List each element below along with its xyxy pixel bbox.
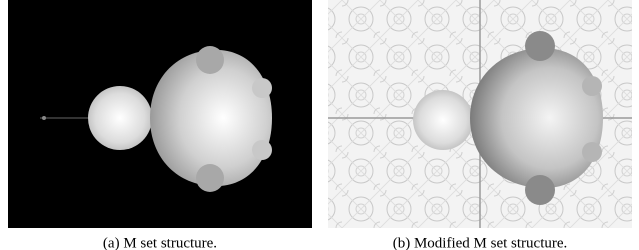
top-bud xyxy=(525,31,555,61)
mini-bulb xyxy=(42,116,46,120)
panel-a xyxy=(8,0,312,228)
caption: (b) Modified M set structure. xyxy=(393,235,568,250)
top-bud xyxy=(196,46,224,74)
bulb xyxy=(413,90,473,150)
bottom-bud xyxy=(196,164,224,192)
caption: (a) M set structure. xyxy=(103,235,217,250)
bud xyxy=(252,78,272,98)
bottom-bud xyxy=(525,175,555,205)
bud xyxy=(252,140,272,160)
figure: (a) M set structure. (b) Modified M set … xyxy=(0,0,639,250)
panel-b xyxy=(328,0,632,228)
bulb xyxy=(88,86,152,150)
cardioid xyxy=(470,48,603,188)
bud xyxy=(582,76,602,96)
bud xyxy=(582,142,602,162)
page: (a) M set structure. (b) Modified M set … xyxy=(0,0,639,250)
